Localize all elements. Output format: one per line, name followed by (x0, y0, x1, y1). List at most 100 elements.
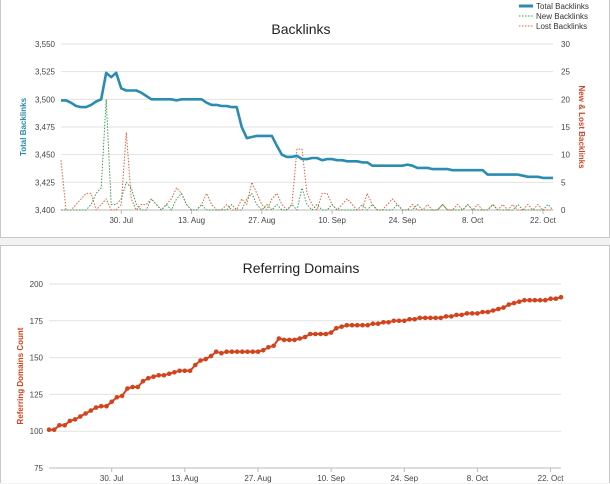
data-point[interactable] (187, 368, 193, 374)
data-point[interactable] (360, 322, 365, 328)
data-point[interactable] (339, 324, 344, 329)
data-point[interactable] (407, 317, 412, 322)
data-point[interactable] (428, 315, 433, 321)
data-point[interactable] (365, 322, 371, 328)
data-point[interactable] (313, 331, 318, 337)
data-point[interactable] (72, 417, 78, 422)
data-point[interactable] (130, 384, 135, 390)
data-point[interactable] (543, 297, 548, 303)
data-point[interactable] (119, 393, 125, 399)
data-point[interactable] (114, 395, 120, 400)
data-point[interactable] (172, 370, 177, 375)
total-backlinks-line[interactable] (61, 71, 553, 180)
data-point[interactable] (318, 331, 324, 337)
data-point[interactable] (140, 378, 146, 384)
data-point[interactable] (67, 418, 73, 424)
data-point[interactable] (459, 312, 465, 318)
data-point[interactable] (93, 405, 99, 410)
referring-domains-line[interactable] (49, 296, 562, 431)
data-point[interactable] (292, 337, 297, 343)
data-point[interactable] (57, 423, 62, 428)
data-point[interactable] (381, 320, 386, 325)
data-point[interactable] (480, 309, 485, 315)
data-point[interactable] (417, 315, 423, 321)
data-point[interactable] (297, 336, 303, 341)
data-point[interactable] (224, 349, 229, 354)
data-point[interactable] (422, 315, 428, 321)
data-point[interactable] (151, 374, 156, 379)
data-point[interactable] (240, 349, 245, 354)
data-point[interactable] (386, 320, 391, 325)
data-point[interactable] (438, 315, 444, 321)
data-point[interactable] (370, 321, 376, 326)
data-point[interactable] (51, 427, 57, 432)
data-point[interactable] (323, 331, 329, 337)
data-point[interactable] (449, 314, 454, 319)
data-point[interactable] (485, 309, 491, 315)
data-point[interactable] (208, 353, 214, 359)
data-point[interactable] (501, 305, 506, 310)
data-point[interactable] (391, 318, 397, 324)
data-point[interactable] (496, 306, 501, 312)
data-point[interactable] (328, 330, 334, 335)
data-point[interactable] (234, 349, 240, 354)
data-point[interactable] (375, 321, 381, 326)
data-point[interactable] (402, 318, 407, 324)
data-point[interactable] (464, 311, 470, 316)
data-point[interactable] (62, 423, 67, 428)
data-point[interactable] (166, 371, 172, 377)
data-point[interactable] (511, 300, 517, 306)
data-point[interactable] (527, 297, 532, 303)
data-point[interactable] (454, 312, 459, 318)
data-point[interactable] (443, 314, 449, 319)
data-point[interactable] (506, 302, 512, 307)
data-point[interactable] (307, 331, 313, 337)
data-point[interactable] (532, 297, 538, 303)
data-point[interactable] (83, 411, 88, 416)
data-point[interactable] (88, 408, 94, 413)
data-point[interactable] (182, 368, 188, 374)
data-point[interactable] (161, 373, 167, 378)
data-point[interactable] (219, 350, 224, 356)
data-point[interactable] (193, 362, 198, 368)
data-point[interactable] (516, 299, 522, 304)
data-point[interactable] (229, 349, 235, 354)
legend-item-total[interactable]: Total Backlinks (536, 2, 589, 11)
data-point[interactable] (98, 403, 104, 409)
data-point[interactable] (213, 349, 219, 354)
data-point[interactable] (250, 349, 256, 354)
data-point[interactable] (245, 349, 250, 354)
data-point[interactable] (548, 296, 553, 301)
data-point[interactable] (354, 322, 360, 328)
data-point[interactable] (412, 317, 418, 322)
data-point[interactable] (475, 311, 480, 316)
data-point[interactable] (537, 297, 543, 303)
data-point[interactable] (287, 337, 292, 343)
data-point[interactable] (433, 315, 438, 321)
legend-item-new[interactable]: New Backlinks (536, 12, 588, 21)
data-point[interactable] (349, 322, 355, 328)
data-point[interactable] (553, 296, 559, 301)
data-point[interactable] (46, 427, 52, 432)
data-point[interactable] (135, 384, 141, 390)
data-point[interactable] (522, 297, 527, 303)
data-point[interactable] (396, 318, 402, 324)
data-point[interactable] (490, 308, 496, 313)
data-point[interactable] (78, 414, 83, 419)
data-point[interactable] (203, 356, 208, 362)
data-point[interactable] (156, 373, 161, 378)
data-point[interactable] (334, 325, 339, 331)
data-point[interactable] (276, 336, 282, 341)
data-point[interactable] (177, 368, 182, 374)
data-point[interactable] (266, 345, 271, 350)
data-point[interactable] (302, 334, 308, 340)
data-point[interactable] (125, 386, 130, 391)
data-point[interactable] (344, 322, 350, 328)
data-point[interactable] (271, 343, 277, 349)
data-point[interactable] (146, 375, 151, 381)
data-point[interactable] (558, 294, 564, 300)
new-backlinks-line[interactable] (61, 98, 554, 211)
data-point[interactable] (198, 358, 203, 363)
data-point[interactable] (255, 349, 261, 354)
legend-item-lost[interactable]: Lost Backlinks (536, 22, 587, 31)
